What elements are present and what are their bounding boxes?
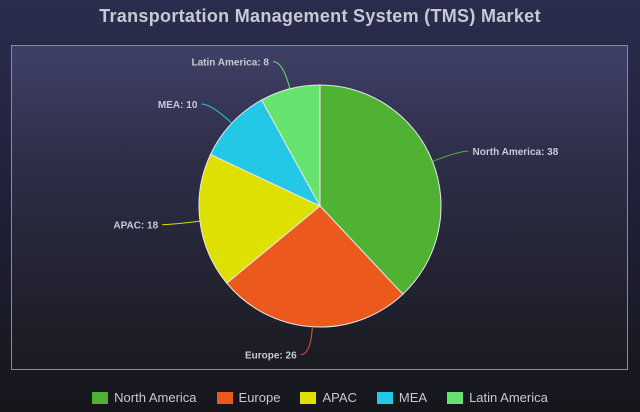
leader-line-latin-america [272, 61, 291, 89]
legend-item-europe[interactable]: Europe [216, 390, 281, 405]
leader-line-mea [201, 103, 233, 124]
leader-line-europe [300, 326, 313, 356]
data-label-europe: Europe: 26 [245, 351, 297, 362]
pie-slice-mea[interactable] [209, 99, 322, 208]
legend-label-mea: MEA [398, 390, 428, 405]
legend-swatch-europe [216, 391, 233, 404]
pie-slice-north-america[interactable] [319, 84, 442, 295]
legend-swatch-mea [376, 391, 393, 404]
legend-item-latin-america[interactable]: Latin America [447, 390, 548, 405]
pie-slice-apac[interactable] [198, 153, 321, 284]
legend: North America Europe APAC MEA Latin America [0, 390, 640, 405]
data-label-apac: APAC: 18 [113, 221, 158, 232]
data-label-latin-america: Latin America: 8 [192, 58, 270, 69]
pie-slice-europe[interactable] [226, 205, 404, 328]
legend-label-north-america: North America [114, 390, 197, 405]
legend-label-europe: Europe [238, 390, 281, 405]
legend-swatch-latin-america [447, 391, 464, 404]
pie-slices [198, 84, 442, 328]
legend-label-latin-america: Latin America [469, 390, 548, 405]
legend-swatch-apac [300, 391, 317, 404]
legend-item-apac[interactable]: APAC [300, 390, 357, 405]
pie-slice-latin-america[interactable] [261, 84, 321, 207]
chart-title: Transportation Management System (TMS) M… [99, 6, 541, 26]
data-label-mea: MEA: 10 [158, 100, 198, 111]
legend-label-apac: APAC [322, 390, 357, 405]
leader-line-apac [162, 220, 201, 226]
data-label-north-america: North America: 38 [473, 147, 559, 158]
legend-item-mea[interactable]: MEA [376, 390, 428, 405]
slice-labels: North America: 38 Europe: 26 APAC: 18 MEA: … [113, 58, 558, 362]
legend-item-north-america[interactable]: North America [92, 390, 197, 405]
legend-swatch-north-america [92, 391, 109, 404]
leader-line-north-america [432, 150, 469, 162]
